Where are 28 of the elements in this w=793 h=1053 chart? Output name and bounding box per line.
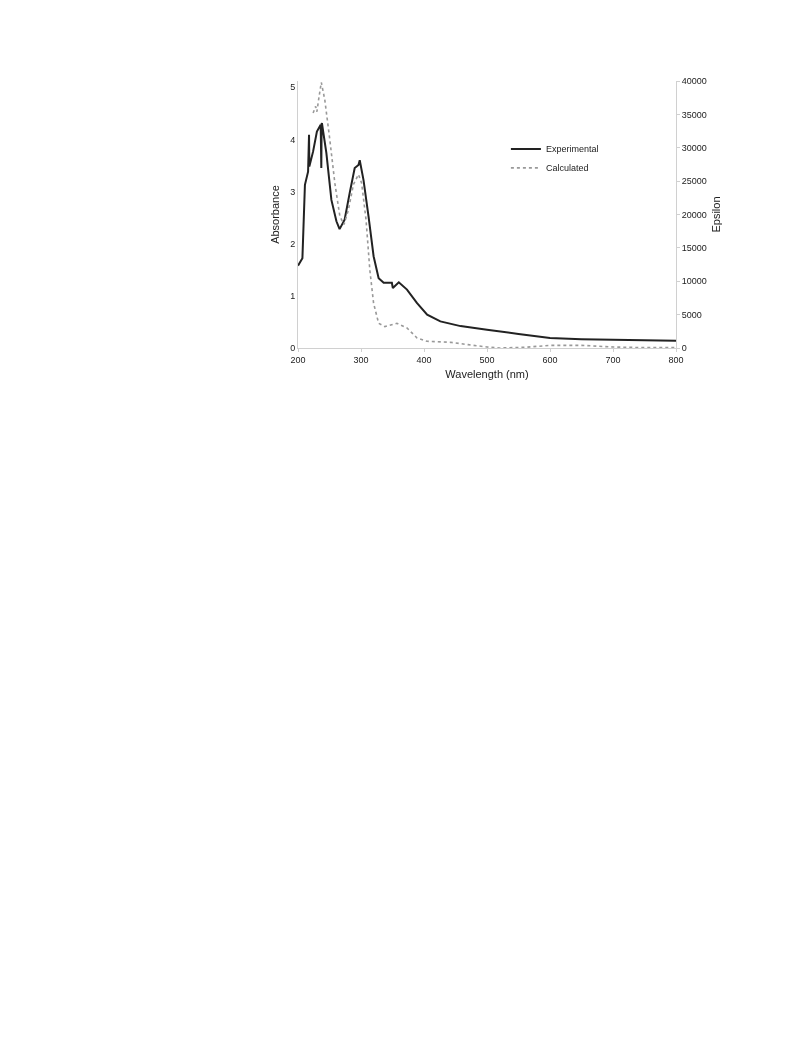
y2-tick-label: 35000 [681, 109, 707, 120]
y-tick-label: 0 [290, 343, 296, 354]
y2-tick-label: 0 [681, 343, 687, 354]
y-axis-title: Absorbance [268, 185, 281, 244]
legend-label: Experimental [545, 144, 599, 155]
y-tick-label: 2 [290, 238, 296, 249]
y2-tick-label: 40000 [681, 76, 707, 87]
y2-tick-label: 30000 [681, 142, 707, 153]
y-tick-label: 3 [290, 186, 296, 197]
x-tick-label: 600 [542, 354, 558, 365]
x-tick-label: 300 [353, 354, 369, 365]
y2-axis-title: Epsilon [710, 196, 723, 233]
x-tick-label: 700 [605, 354, 621, 365]
x-tick-label: 500 [479, 354, 495, 365]
x-tick-label: 800 [668, 354, 684, 365]
x-axis-title: Wavelength (nm) [445, 368, 529, 380]
y-tick-label: 4 [290, 134, 296, 145]
y2-tick-label: 10000 [681, 276, 707, 287]
y2-tick-label: 20000 [681, 209, 707, 220]
x-tick-label: 400 [416, 354, 432, 365]
x-tick-label: 200 [290, 354, 306, 365]
y2-tick-label: 5000 [681, 309, 702, 320]
y-tick-label: 5 [290, 82, 296, 93]
y2-tick-label: 15000 [681, 243, 707, 254]
legend-label: Calculated [545, 163, 589, 174]
line-series [298, 122, 676, 342]
y-tick-label: 1 [290, 291, 296, 301]
y2-tick-label: 25000 [681, 176, 707, 187]
